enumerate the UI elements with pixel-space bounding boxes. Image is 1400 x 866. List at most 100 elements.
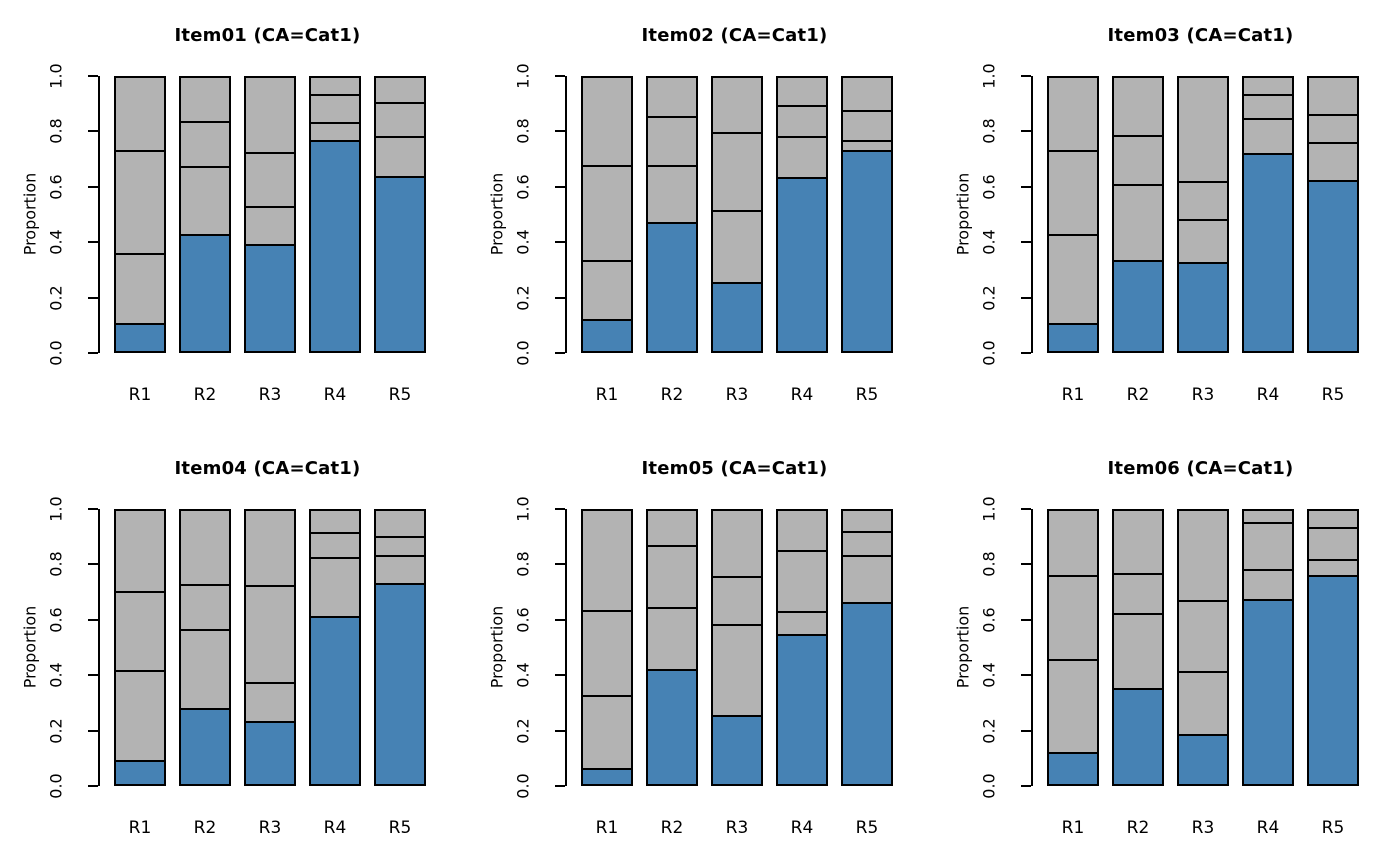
y-tick-label: 1.0: [513, 63, 533, 89]
y-tick-label: 0.4: [979, 662, 999, 688]
y-tick-label: 0.6: [513, 607, 533, 633]
bar-segment: [1179, 602, 1227, 674]
bar-r3: [244, 509, 296, 786]
x-category-label: R4: [1256, 385, 1280, 405]
bar-r2: [179, 76, 231, 353]
bar-segment: [583, 511, 631, 613]
bar-r4: [776, 509, 828, 786]
bar-r3: [244, 76, 296, 353]
bar-segment: [843, 511, 891, 533]
y-tick-mark: [88, 241, 98, 244]
bar-segment: [1114, 511, 1162, 576]
y-tick-label: 0.6: [979, 174, 999, 200]
bar-r3: [1177, 76, 1229, 353]
chart-title: Item01 (CA=Cat1): [174, 25, 361, 46]
bar-segment-highlight: [246, 245, 294, 351]
bar-segment-highlight: [713, 284, 761, 351]
bar-segment-highlight: [843, 603, 891, 784]
y-tick-mark: [555, 785, 565, 787]
x-category-label: R5: [1321, 385, 1345, 405]
bar-segment: [311, 124, 359, 143]
x-category-label: R1: [128, 385, 152, 405]
x-category-label: R4: [790, 818, 814, 838]
chart-panel-item05: Item05 (CA=Cat1) Proportion 0.0 0.2 0.4 0.6…: [467, 433, 934, 866]
bar-r5: [1307, 76, 1359, 353]
x-category-label: R3: [725, 818, 749, 838]
bar-segment: [1309, 78, 1357, 117]
bar-segment-highlight: [311, 142, 359, 351]
bar-segment-highlight: [1179, 736, 1227, 784]
y-tick-label: 0.8: [513, 551, 533, 578]
y-tick-label: 1.0: [513, 496, 533, 522]
x-category-label: R2: [660, 818, 684, 838]
bar-segment: [376, 138, 424, 178]
bar-segment-highlight: [311, 618, 359, 784]
bar-segment: [1309, 143, 1357, 182]
bar-segment: [376, 538, 424, 558]
bar-segment: [246, 587, 294, 684]
bar-segment: [1244, 511, 1292, 525]
y-tick-mark: [1021, 130, 1031, 133]
x-category-label: R4: [323, 385, 347, 405]
y-axis: [555, 508, 567, 787]
bar-r2: [1112, 76, 1164, 353]
y-tick-label: 1.0: [46, 63, 66, 89]
bar-segment-highlight: [713, 717, 761, 784]
bar-segment-highlight: [116, 762, 164, 784]
bar-segment: [246, 78, 294, 155]
y-tick-mark: [88, 508, 98, 510]
y-axis: [88, 75, 100, 354]
bar-r5: [1307, 509, 1359, 786]
bar-segment: [1179, 78, 1227, 184]
bar-segment: [246, 154, 294, 208]
y-tick-mark: [555, 185, 565, 188]
y-tick-mark: [88, 729, 98, 732]
bar-segment: [116, 151, 164, 256]
y-tick-mark: [555, 130, 565, 133]
bar-r5: [841, 509, 893, 786]
x-category-label: R5: [388, 385, 412, 405]
bar-segment: [1179, 511, 1227, 603]
y-tick-label: 0.2: [513, 284, 533, 311]
y-tick-mark: [88, 618, 98, 621]
bar-r4: [309, 76, 361, 353]
y-tick-mark: [555, 618, 565, 621]
y-tick-label: 0.4: [513, 229, 533, 255]
bar-segment: [778, 551, 826, 613]
y-tick-label: 0.0: [46, 340, 66, 366]
y-tick-mark: [1021, 75, 1031, 77]
y-tick-mark: [1021, 185, 1031, 188]
bar-segment: [583, 166, 631, 263]
bar-segment-highlight: [376, 177, 424, 351]
bar-segment: [1114, 185, 1162, 263]
bar-segment: [181, 78, 229, 124]
y-tick-mark: [1021, 729, 1031, 732]
y-tick-label: 0.6: [46, 174, 66, 200]
y-axis: [555, 75, 567, 354]
y-tick-mark: [555, 75, 565, 77]
bar-r1: [581, 76, 633, 353]
y-tick-label: 0.2: [46, 717, 66, 744]
x-category-label: R4: [1256, 818, 1280, 838]
y-tick-label: 0.8: [979, 118, 999, 145]
x-category-label: R2: [193, 385, 217, 405]
x-category-label: R1: [1061, 385, 1085, 405]
y-tick-mark: [555, 352, 565, 354]
bar-segment: [1049, 151, 1097, 237]
bar-segment-highlight: [648, 670, 696, 784]
bar-r4: [1242, 76, 1294, 353]
bar-r1: [114, 509, 166, 786]
y-tick-label: 1.0: [979, 496, 999, 522]
y-tick-label: 0.4: [513, 662, 533, 688]
bar-segment: [1179, 221, 1227, 265]
y-tick-mark: [88, 130, 98, 133]
chart-panel-item03: Item03 (CA=Cat1) Proportion 0.0 0.2 0.4 0.6…: [933, 0, 1400, 433]
y-axis-label: Proportion: [487, 605, 507, 689]
bar-segment: [648, 166, 696, 225]
y-tick-label: 0.8: [979, 551, 999, 578]
y-tick-mark: [555, 563, 565, 566]
y-tick-mark: [88, 352, 98, 354]
bar-segment: [843, 532, 891, 558]
bar-segment: [311, 558, 359, 619]
x-category-label: R3: [258, 385, 282, 405]
